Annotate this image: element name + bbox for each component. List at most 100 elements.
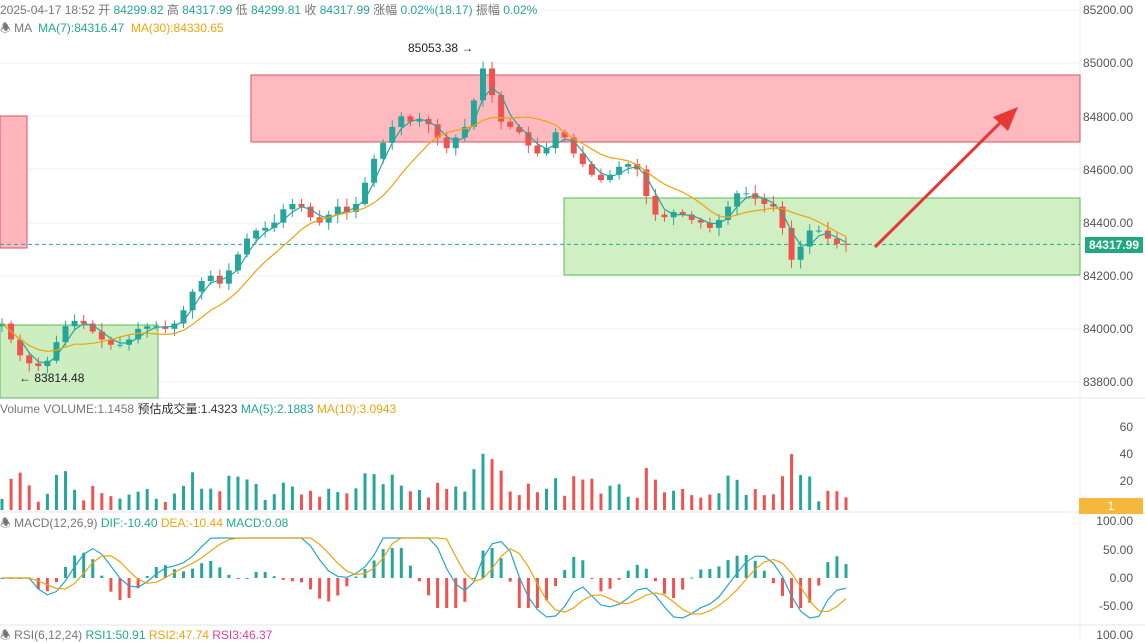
volume-bar xyxy=(27,485,31,510)
volume-bar xyxy=(363,473,367,510)
ma-legend[interactable]: 🕭︎ MA MA(7):84316.47 MA(30):84330.65 xyxy=(0,21,224,35)
candle-body xyxy=(743,193,750,195)
candle-body xyxy=(107,339,114,345)
volume-bar xyxy=(808,476,812,510)
macd-bar xyxy=(263,572,267,578)
candle-body xyxy=(253,230,260,239)
volume-bar xyxy=(608,485,612,510)
low-annotation-value: 83814.48 xyxy=(34,371,85,385)
current-price-tag: 84317.99 xyxy=(1084,237,1143,253)
candle-body xyxy=(734,193,741,207)
candle-body xyxy=(380,142,387,159)
rsi-legend[interactable]: 🕭︎ RSI(6,12,24) RSI1:50.91 RSI2:47.74 RS… xyxy=(0,628,272,642)
volume-bar xyxy=(408,491,412,510)
macd-bar xyxy=(218,567,222,578)
arrow-right-icon: → xyxy=(461,41,474,55)
macd-bar xyxy=(780,578,784,596)
macd-bar xyxy=(590,578,594,579)
macd-bar xyxy=(36,578,40,590)
volume-bar xyxy=(399,485,403,510)
change-value: 0.02%(18.17) xyxy=(400,3,473,17)
macd-bar xyxy=(54,578,58,583)
volume-bar xyxy=(64,471,68,510)
macd-bar xyxy=(200,563,204,578)
candle-body xyxy=(343,206,350,212)
candle-body xyxy=(180,310,187,324)
macd-bar xyxy=(517,578,521,608)
macd-bar xyxy=(100,575,104,578)
ma-title: MA xyxy=(14,21,32,35)
bell-icon[interactable]: 🕭︎ xyxy=(0,516,11,530)
macd-bar xyxy=(109,578,113,592)
volume-bar xyxy=(290,486,294,510)
macd-bar xyxy=(844,564,848,578)
bell-icon[interactable]: 🕭︎ xyxy=(0,21,11,35)
volume-bar xyxy=(145,489,149,510)
volume-bar xyxy=(18,472,22,510)
macd-bar xyxy=(653,578,657,582)
volume-bar xyxy=(417,489,421,510)
candle-body xyxy=(126,339,133,345)
trend-arrow-head xyxy=(993,107,1018,131)
candle-body xyxy=(616,166,623,175)
macd-bar xyxy=(708,569,712,578)
macd-bar xyxy=(336,578,340,596)
macd-bar xyxy=(372,560,376,578)
volume-bar xyxy=(563,495,567,510)
volume-bar xyxy=(762,495,766,510)
macd-bar xyxy=(182,571,186,578)
volume-bar xyxy=(690,495,694,510)
volume-bar xyxy=(436,482,440,510)
macd-bar xyxy=(272,576,276,578)
volume-bar xyxy=(590,478,594,510)
candle-body xyxy=(470,100,477,127)
volume-bar xyxy=(427,497,431,510)
ohlc-header: 2025-04-17 18:52 开 84299.82 高 84317.99 低… xyxy=(0,3,537,17)
price-tick: 85200.00 xyxy=(1082,3,1133,17)
support-zone-left xyxy=(0,324,159,399)
candle-body xyxy=(244,238,251,255)
volume-bar xyxy=(36,501,40,510)
volume-bar xyxy=(735,479,739,510)
volume-bar xyxy=(581,479,585,510)
trend-arrow-shaft xyxy=(873,116,1007,249)
macd-legend[interactable]: 🕭︎ MACD(12,26,9) DIF:-10.40 DEA:-10.44 M… xyxy=(0,516,288,530)
macd-bar xyxy=(254,571,258,578)
macd-bar xyxy=(681,578,685,590)
macd-bar xyxy=(581,560,585,578)
candle-body xyxy=(407,116,414,122)
price-tick: 84600.00 xyxy=(1082,163,1133,177)
macd-bar xyxy=(354,576,358,578)
candle-body xyxy=(643,169,650,196)
macd-bar xyxy=(399,548,403,578)
high-annotation: 85053.38 → xyxy=(408,41,473,55)
change-label: 涨幅 xyxy=(373,3,398,17)
macd-bar xyxy=(690,577,694,579)
volume-bar xyxy=(163,502,167,510)
volume-bar xyxy=(182,485,186,510)
candle-body xyxy=(89,323,96,332)
volume-bar xyxy=(390,474,394,510)
macd-bar xyxy=(644,568,648,578)
macd-bar xyxy=(617,578,621,580)
volume-bar xyxy=(744,494,748,510)
candle-body xyxy=(80,320,87,324)
macd-bar xyxy=(790,578,794,608)
macd-tick: 50.00 xyxy=(1102,543,1133,557)
support-zone xyxy=(563,197,1081,276)
volume-bar xyxy=(272,494,276,510)
volume-bar xyxy=(844,497,848,510)
macd-dea: DEA:-10.44 xyxy=(160,516,223,530)
volume-bar xyxy=(799,475,803,510)
bell-icon[interactable]: 🕭︎ xyxy=(0,628,11,642)
volume-legend: Volume VOLUME:1.1458 预估成交量:1.4323 MA(5):… xyxy=(0,402,396,416)
macd-bar xyxy=(136,578,140,589)
volume-bar xyxy=(245,479,249,510)
volume-bar xyxy=(200,488,204,510)
candle-body xyxy=(98,331,105,340)
high-label: 高 xyxy=(166,3,179,17)
macd-dea-line xyxy=(2,537,847,615)
high-annotation-value: 85053.38 xyxy=(408,41,459,55)
